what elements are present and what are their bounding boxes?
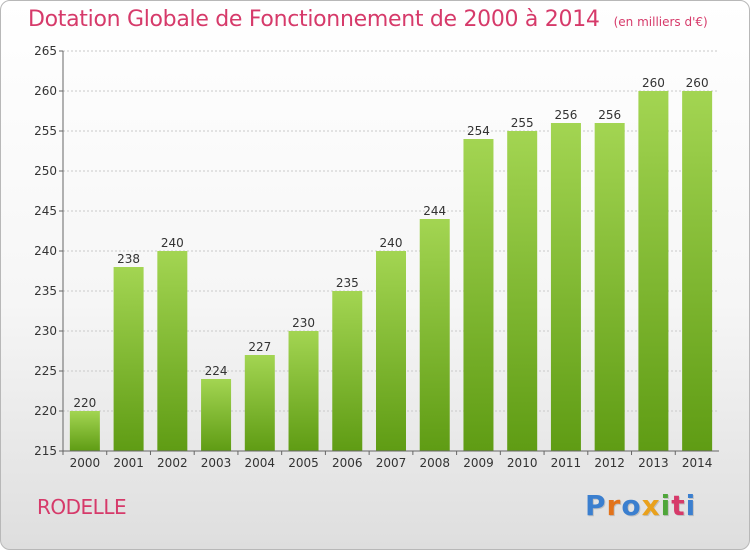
logo-letter: t — [671, 489, 686, 522]
logo-letter: i — [660, 489, 672, 522]
bar-value-label: 244 — [423, 204, 446, 218]
x-tick-label: 2012 — [594, 456, 625, 470]
x-tick-label: 2011 — [551, 456, 582, 470]
x-tick-label: 2000 — [70, 456, 101, 470]
x-tick-label: 2010 — [507, 456, 538, 470]
bar-value-label: 224 — [205, 364, 228, 378]
y-tick-label: 265 — [34, 44, 57, 58]
bars: 220 238 240 224 227 230 235 240 244 254 255 256 256 2… — [69, 76, 713, 451]
x-tick-label: 2008 — [419, 456, 450, 470]
bar — [550, 123, 581, 451]
y-tick-label: 235 — [34, 284, 57, 298]
bar — [419, 219, 450, 451]
logo-letter: x — [641, 489, 661, 522]
y-tick-label: 230 — [34, 324, 57, 338]
x-axis: 2000 2001 2002 2003 2004 2005 2006 2007 2008 2009… — [62, 450, 719, 470]
y-axis: 215 220 225 230 235 240 245 250 255 260 265 — [34, 44, 64, 458]
bar-value-label: 238 — [117, 252, 140, 266]
bar-value-label: 230 — [292, 316, 315, 330]
proxiti-logo: Proxiti — [585, 489, 696, 522]
bar-value-label: 254 — [467, 124, 490, 138]
x-tick-label: 2005 — [288, 456, 319, 470]
x-tick-label: 2006 — [332, 456, 363, 470]
bar — [288, 331, 319, 451]
y-tick-label: 250 — [34, 164, 57, 178]
chart-title: Dotation Globale de Fonctionnement de 20… — [28, 7, 708, 32]
bar — [594, 123, 625, 451]
bar — [244, 355, 275, 451]
bar — [332, 291, 363, 451]
y-tick-label: 240 — [34, 244, 57, 258]
bar — [376, 251, 406, 451]
x-tick-label: 2007 — [376, 456, 407, 470]
x-tick-label: 2013 — [638, 456, 669, 470]
bar-value-label: 256 — [598, 108, 621, 122]
chart-title-text: Dotation Globale de Fonctionnement de 20… — [28, 7, 600, 32]
bar-value-label: 227 — [248, 340, 271, 354]
logo-letter: o — [621, 489, 642, 522]
x-tick-label: 2014 — [682, 456, 713, 470]
bar — [201, 379, 232, 451]
bar — [157, 251, 188, 451]
x-tick-label: 2004 — [245, 456, 276, 470]
logo-letter: i — [685, 489, 697, 522]
chart-unit: (en milliers d'€) — [613, 15, 708, 29]
y-tick-label: 215 — [34, 444, 57, 458]
y-tick-label: 255 — [34, 124, 57, 138]
logo-letter: P — [585, 489, 607, 522]
bar — [682, 91, 713, 451]
x-tick-label: 2009 — [463, 456, 494, 470]
bar-value-label: 240 — [161, 236, 184, 250]
y-tick-label: 260 — [34, 84, 57, 98]
bar — [69, 411, 100, 451]
x-tick-label: 2001 — [113, 456, 144, 470]
y-tick-label: 225 — [34, 364, 57, 378]
logo-letter: r — [606, 489, 622, 522]
bar-value-label: 220 — [73, 396, 96, 410]
bar — [113, 267, 144, 451]
x-tick-label: 2003 — [201, 456, 232, 470]
bar-value-label: 240 — [380, 236, 403, 250]
bar-value-label: 256 — [554, 108, 577, 122]
x-tick-label: 2002 — [157, 456, 188, 470]
bar — [463, 139, 494, 451]
bar — [638, 91, 669, 451]
bar-value-label: 260 — [642, 76, 665, 90]
bar — [507, 131, 538, 451]
bar-value-label: 255 — [511, 116, 534, 130]
bar-value-label: 260 — [686, 76, 709, 90]
y-tick-label: 220 — [34, 404, 57, 418]
y-tick-label: 245 — [34, 204, 57, 218]
town-name: RODELLE — [37, 495, 127, 519]
bar-value-label: 235 — [336, 276, 359, 290]
